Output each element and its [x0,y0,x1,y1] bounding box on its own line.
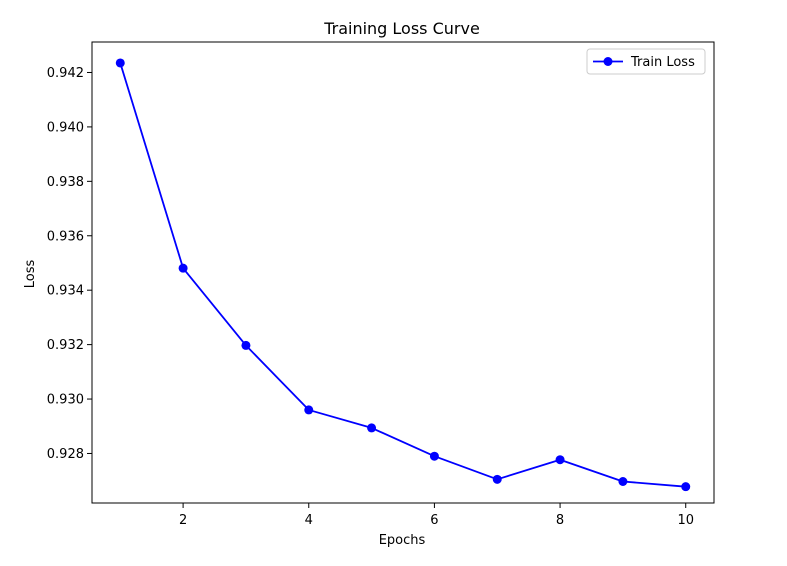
y-axis: 0.928 0.930 0.932 0.934 0.936 0.938 0.940 0.942 [47,66,92,462]
y-tick-label: 0.936 [47,229,84,244]
train-loss-line [119,62,686,488]
train-loss-point [367,423,377,433]
x-tick-label: 10 [677,513,694,528]
y-tick-label: 0.928 [47,447,84,462]
legend-marker [603,57,613,66]
train-loss-point [429,451,439,461]
legend-label: Train Loss [630,55,695,70]
train-loss-point [304,405,314,415]
train-loss-point [178,263,188,273]
x-tick-label: 8 [556,513,564,528]
chart-title: Training Loss Curve [323,19,480,38]
x-tick-label: 6 [430,513,438,528]
legend: Train Loss [586,48,706,75]
train-loss-point [241,340,251,350]
train-loss-point [618,477,628,487]
y-tick-label: 0.940 [47,120,84,135]
x-axis: 2 4 6 8 10 [179,503,694,528]
y-tick-label: 0.932 [47,338,84,353]
plot-frame [91,41,715,504]
y-tick-label: 0.934 [47,284,84,299]
x-axis-label: Epochs [379,533,426,548]
legend-box [586,48,706,75]
train-loss-point [492,474,502,484]
x-tick-label: 4 [305,513,313,528]
train-loss-point [681,482,691,492]
y-tick-label: 0.938 [47,175,84,190]
x-tick-label: 2 [179,513,187,528]
y-tick-label: 0.930 [47,393,84,408]
y-axis-label: Loss [23,260,38,289]
y-tick-label: 0.942 [47,66,84,81]
plot-area [91,41,715,504]
train-loss-point [115,58,125,68]
train-loss-point [555,455,565,465]
